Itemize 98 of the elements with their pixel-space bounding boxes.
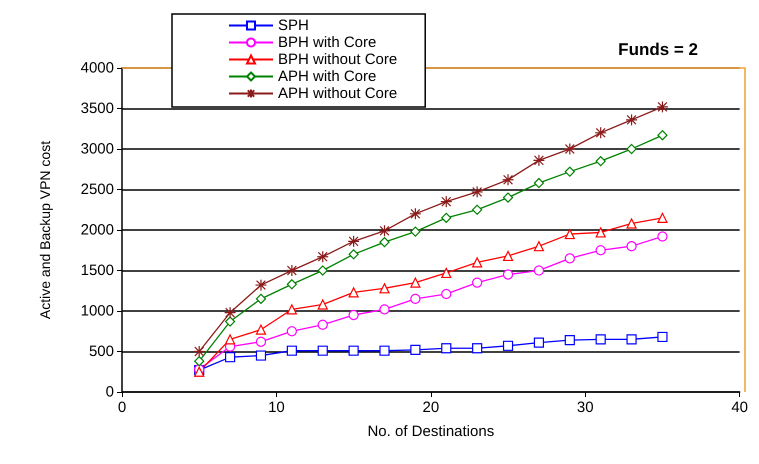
- point: [286, 304, 297, 314]
- point: [626, 241, 637, 252]
- point: [224, 334, 236, 344]
- point: [379, 283, 390, 294]
- point: [564, 253, 575, 264]
- point: [534, 178, 544, 188]
- point: [596, 156, 606, 166]
- y-tick-label: 1000: [80, 302, 114, 320]
- y-tick-label: 1500: [80, 262, 114, 279]
- x-tick-label: 10: [268, 399, 285, 416]
- x-tick-label: 20: [422, 399, 440, 416]
- point: [318, 320, 328, 330]
- legend-label: BPH with Core: [278, 34, 376, 51]
- point: [256, 350, 266, 361]
- y-tick-label: 4000: [80, 60, 114, 76]
- point: [564, 142, 576, 156]
- legend-label: APH with Core: [278, 68, 376, 85]
- x-tick-label: 0: [118, 399, 126, 416]
- legend-label: APH without Core: [278, 85, 398, 102]
- point: [318, 299, 328, 310]
- point: [348, 310, 359, 320]
- point: [441, 343, 452, 354]
- y-tick-label: 3500: [80, 100, 114, 117]
- point: [316, 250, 329, 263]
- y-tick-label: 0: [106, 384, 114, 400]
- y-axis-title: Active and Backup VPN cost: [37, 140, 53, 320]
- point: [286, 346, 297, 356]
- point: [534, 265, 544, 276]
- y-tick-label: 500: [88, 343, 114, 360]
- point: [534, 337, 544, 348]
- point: [596, 245, 606, 256]
- point: [564, 335, 575, 346]
- point: [224, 352, 236, 362]
- point: [348, 235, 360, 248]
- point: [657, 231, 668, 242]
- y-tick-label: 3000: [80, 140, 114, 158]
- legend-label: SPH: [278, 17, 309, 34]
- point: [472, 278, 482, 288]
- point: [657, 332, 668, 342]
- chart-title: Funds = 2: [618, 40, 698, 59]
- point: [256, 336, 266, 347]
- legend-label: BPH without Core: [278, 51, 398, 68]
- point: [410, 278, 420, 288]
- point: [348, 249, 359, 260]
- point: [656, 100, 669, 113]
- y-tick-label: 2000: [80, 222, 114, 238]
- point: [441, 212, 452, 223]
- point: [564, 166, 575, 177]
- point: [596, 227, 606, 238]
- point: [626, 334, 637, 344]
- point: [410, 294, 420, 304]
- point: [440, 196, 452, 208]
- point: [348, 346, 359, 356]
- point: [502, 340, 514, 351]
- point: [379, 237, 390, 248]
- point: [564, 228, 575, 240]
- point: [254, 278, 268, 292]
- point: [378, 224, 391, 237]
- point: [256, 294, 266, 304]
- point: [441, 288, 452, 300]
- point: [286, 326, 297, 336]
- point: [193, 345, 206, 358]
- y-tick-label: 2500: [80, 181, 114, 198]
- point: [224, 316, 236, 327]
- point: [626, 144, 637, 154]
- point: [472, 343, 482, 354]
- point: [379, 304, 390, 314]
- point: [626, 218, 637, 229]
- point: [379, 346, 390, 356]
- point: [318, 346, 328, 356]
- point: [532, 154, 546, 166]
- x-tick-label: 30: [576, 399, 594, 416]
- point: [194, 356, 204, 366]
- point: [657, 212, 668, 223]
- point: [471, 186, 484, 198]
- point: [502, 192, 514, 203]
- point: [286, 279, 297, 290]
- point: [596, 334, 606, 344]
- point: [410, 344, 420, 355]
- point: [502, 250, 514, 262]
- point: [472, 257, 482, 268]
- point: [318, 265, 328, 276]
- point: [256, 324, 266, 335]
- point: [286, 264, 298, 277]
- point: [502, 269, 514, 280]
- point: [348, 287, 359, 298]
- point: [502, 174, 514, 186]
- point: [409, 208, 422, 220]
- point: [441, 268, 452, 278]
- point: [534, 241, 544, 252]
- point: [594, 126, 607, 139]
- x-axis-title: No. of Destinations: [367, 423, 494, 440]
- point: [625, 114, 638, 126]
- point: [472, 204, 482, 215]
- point: [410, 226, 420, 237]
- point: [224, 306, 236, 319]
- x-tick-label: 40: [731, 399, 748, 416]
- point: [657, 130, 668, 140]
